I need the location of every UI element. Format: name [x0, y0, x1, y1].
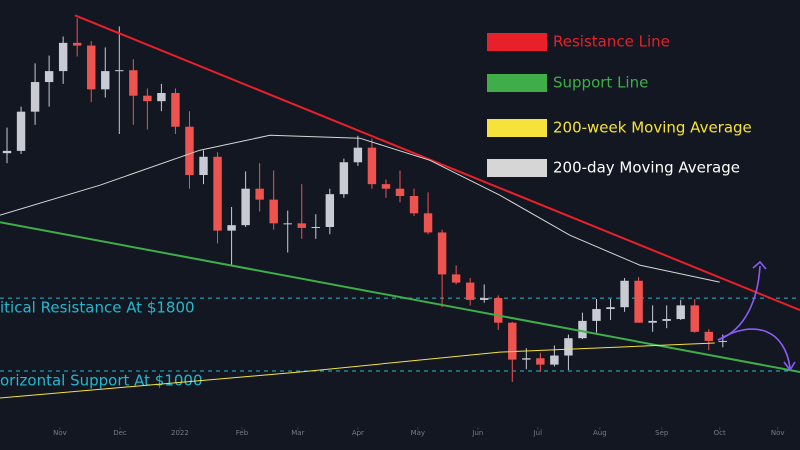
arrow-down-head [783, 361, 796, 372]
legend-label: Resistance Line [553, 33, 670, 51]
candle-body [536, 358, 545, 365]
candle-body [171, 92, 180, 127]
candle-body [269, 199, 278, 224]
level-label: itical Resistance At $1800 [0, 299, 195, 317]
candle-body [395, 188, 405, 196]
candle-body [465, 282, 475, 300]
candle-body [662, 319, 671, 321]
candle-body [480, 298, 489, 300]
arrow-down [717, 328, 791, 369]
candle-body [241, 188, 250, 226]
legend-swatch [487, 159, 547, 177]
candle-body [704, 331, 713, 341]
candle-body [437, 232, 447, 275]
candle-body [592, 309, 601, 321]
candle-body [690, 305, 699, 332]
legend-swatch [487, 74, 547, 92]
candle-body [115, 70, 124, 72]
candle-body [255, 188, 264, 200]
candle-body [339, 162, 349, 195]
candle-body [87, 45, 96, 90]
x-tick-label: 2022 [171, 429, 189, 437]
candle-body [367, 147, 377, 185]
candle-body [564, 338, 573, 356]
legend: Resistance Line Support Line 200-week Movi… [487, 33, 752, 177]
trend-line [74, 14, 800, 312]
arrow-up-head [752, 260, 767, 270]
legend-swatch [487, 119, 547, 137]
x-tick-label: Oct [714, 429, 726, 437]
legend-label: Support Line [553, 74, 648, 92]
x-tick-label: Jun [471, 429, 483, 437]
candle-body [676, 305, 685, 320]
x-tick-label: Jul [533, 429, 543, 437]
candle-body [297, 223, 306, 228]
candle-body [381, 184, 391, 189]
trend-line [0, 134, 720, 283]
x-tick-label: Mar [291, 429, 304, 437]
candle-body [227, 225, 236, 231]
candle-body [16, 111, 26, 151]
x-tick-label: Nov [53, 429, 67, 437]
candle-body [2, 150, 12, 154]
legend-swatch [487, 33, 547, 51]
candle-body [634, 280, 643, 323]
candle-body [494, 298, 503, 323]
projection-arrows [717, 260, 796, 372]
legend-label: 200-week Moving Average [553, 119, 752, 137]
x-tick-label: Dec [113, 429, 127, 437]
candle-body [58, 42, 68, 72]
candle-body [185, 126, 194, 176]
candle-body [620, 280, 629, 308]
candle-body [30, 82, 40, 112]
candle-body [311, 226, 320, 228]
candle-body [199, 156, 208, 176]
candle-body [325, 194, 335, 227]
candle-body [423, 213, 433, 233]
legend-label: 200-day Moving Average [553, 159, 740, 177]
candle-body [129, 70, 138, 96]
x-tick-label: Sep [655, 429, 669, 437]
candle-body [550, 355, 559, 365]
candle-body [157, 92, 166, 102]
x-tick-label: Apr [352, 429, 364, 437]
candle-body [451, 274, 461, 283]
x-tick-label: Nov [771, 429, 785, 437]
x-tick-label: May [411, 429, 425, 437]
candle-body [508, 322, 517, 360]
candle-body [44, 71, 54, 83]
trend-lines [0, 14, 800, 399]
x-tick-label: Aug [593, 429, 607, 437]
candle-body [143, 95, 152, 102]
trend-line [0, 221, 800, 373]
trend-line [0, 342, 715, 399]
candle-body [578, 320, 587, 339]
candles [2, 18, 728, 382]
candle-body [213, 156, 222, 231]
level-label: orizontal Support At $1000 [0, 372, 203, 390]
candle-body [648, 320, 657, 323]
x-axis: Nov Dec 2022 Feb Mar Apr May Jun Jul Aug Sep Oct Nov [53, 427, 785, 437]
candle-body [522, 358, 531, 360]
candle-body [409, 195, 419, 214]
x-tick-label: Feb [236, 429, 249, 437]
candle-body [606, 307, 615, 310]
candle-body [72, 42, 82, 46]
candle-body [718, 340, 728, 342]
candle-body [101, 71, 110, 90]
candle-body [283, 223, 292, 225]
candle-body [353, 147, 363, 163]
